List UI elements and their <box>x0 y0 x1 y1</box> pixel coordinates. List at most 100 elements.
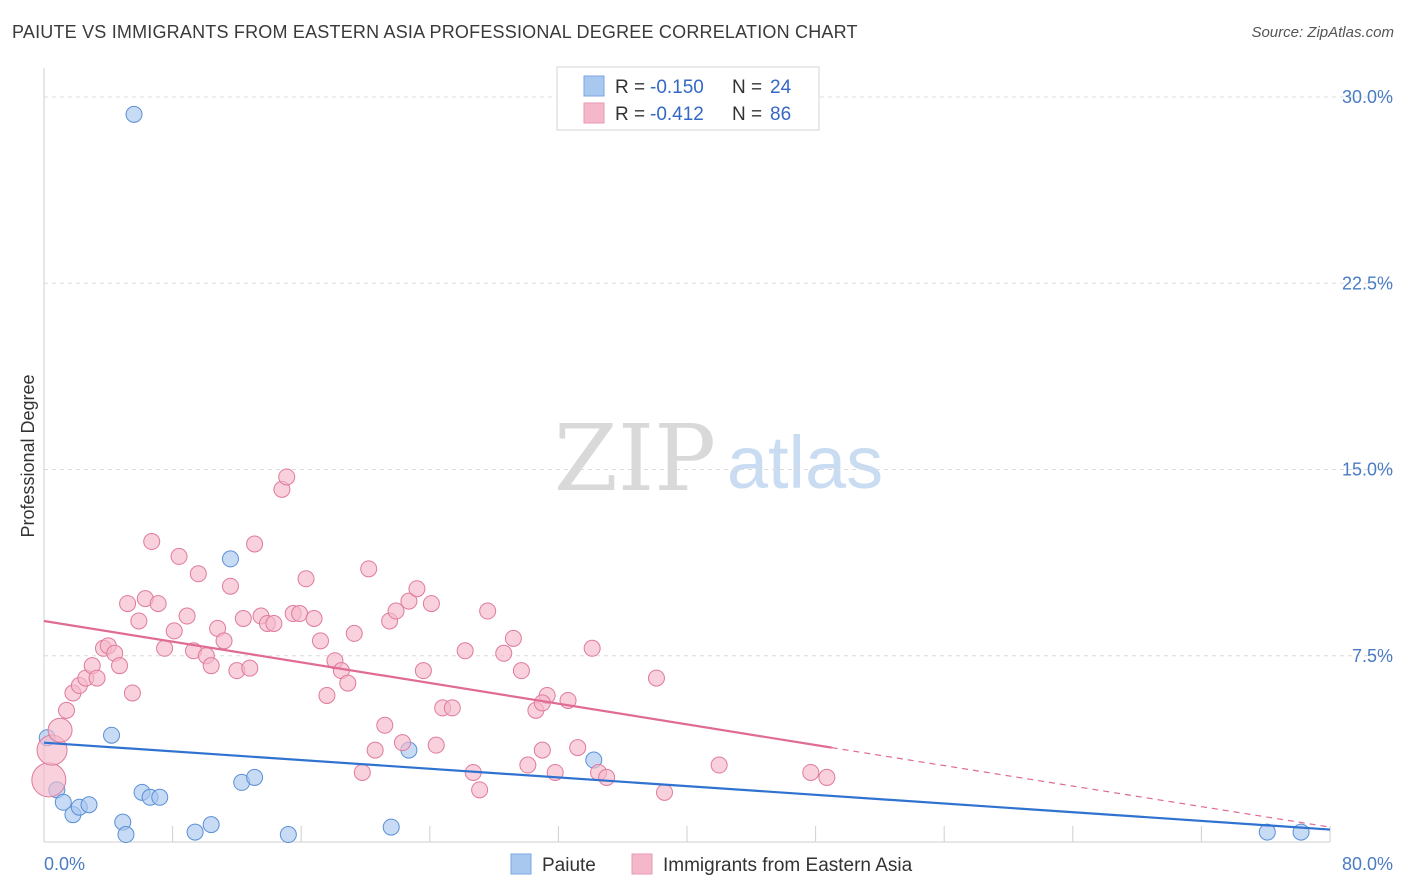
legend-r-label-eastern-asia: R = <box>615 104 645 125</box>
point-eastern-asia <box>311 632 329 650</box>
legend: R = -0.150 N = 24 R = -0.412 N = 86 <box>556 66 820 131</box>
point-eastern-asia <box>178 607 196 625</box>
point-eastern-asia <box>393 734 411 752</box>
legend-r-value-eastern-asia: -0.412 <box>650 104 704 125</box>
point-eastern-asia <box>234 610 252 627</box>
point-paiute <box>54 793 72 811</box>
point-eastern-asia <box>495 644 513 662</box>
point-eastern-asia <box>366 741 384 759</box>
point-eastern-asia <box>456 642 474 660</box>
point-eastern-asia <box>512 662 530 680</box>
legend-r-value-paiute: -0.150 <box>650 77 704 98</box>
point-eastern-asia <box>189 565 207 583</box>
point-eastern-asia <box>360 560 378 578</box>
point-eastern-asia <box>647 669 665 687</box>
point-eastern-asia <box>598 768 616 786</box>
point-eastern-asia <box>305 610 323 627</box>
point-paiute <box>151 788 169 806</box>
watermark-atlas: atlas <box>727 421 883 504</box>
point-eastern-asia <box>802 763 820 781</box>
point-eastern-asia <box>387 602 405 620</box>
legend-n-value-paiute: 24 <box>770 77 792 98</box>
point-eastern-asia <box>710 756 728 774</box>
trend-lines <box>43 619 1331 831</box>
bottom-legend-swatch-paiute <box>510 853 532 875</box>
point-eastern-asia <box>471 781 489 799</box>
point-eastern-asia <box>202 657 220 675</box>
source-label: Source: ZipAtlas.com <box>1251 24 1394 41</box>
point-eastern-asia <box>31 762 67 798</box>
point-eastern-asia <box>88 669 106 687</box>
point-eastern-asia <box>156 639 174 657</box>
point-eastern-asia <box>533 741 551 759</box>
point-eastern-asia <box>318 686 336 704</box>
point-eastern-asia <box>123 684 141 702</box>
point-eastern-asia <box>119 595 137 613</box>
point-eastern-asia <box>414 662 432 680</box>
point-eastern-asia <box>479 602 497 620</box>
y-tick-labels: 7.5% 15.0% 22.5% 30.0% <box>1342 87 1393 666</box>
bottom-legend: Paiute Immigrants from Eastern Asia <box>510 853 913 876</box>
chart-title: PAIUTE VS IMMIGRANTS FROM EASTERN ASIA P… <box>12 22 858 42</box>
point-eastern-asia <box>111 657 129 675</box>
point-eastern-asia <box>170 547 188 565</box>
point-eastern-asia <box>165 622 183 640</box>
point-paiute <box>202 816 220 834</box>
point-eastern-asia <box>422 595 440 613</box>
point-paiute <box>279 826 297 844</box>
point-paiute <box>103 726 121 744</box>
point-eastern-asia <box>143 533 161 551</box>
y-tick-label: 7.5% <box>1352 646 1393 666</box>
point-paiute <box>382 818 400 836</box>
bottom-legend-swatch-eastern-asia <box>631 853 653 875</box>
point-eastern-asia <box>291 605 309 623</box>
point-eastern-asia <box>297 570 315 588</box>
watermark-zip: ZIP <box>554 405 716 512</box>
point-eastern-asia <box>569 739 587 757</box>
trend-line-paiute <box>43 741 1331 831</box>
point-paiute <box>117 826 135 844</box>
legend-n-value-eastern-asia: 86 <box>770 104 791 125</box>
axes <box>43 68 1331 843</box>
point-eastern-asia <box>443 699 461 717</box>
data-points <box>31 105 1310 844</box>
point-eastern-asia <box>265 614 283 632</box>
bottom-legend-label-paiute: Paiute <box>542 855 596 876</box>
point-eastern-asia <box>221 577 239 595</box>
point-paiute <box>80 796 98 814</box>
point-eastern-asia <box>149 595 167 613</box>
y-axis-label: Professional Degree <box>18 374 38 537</box>
point-eastern-asia <box>408 580 426 598</box>
point-eastern-asia <box>130 612 148 630</box>
point-eastern-asia <box>504 629 522 647</box>
point-paiute <box>186 823 204 841</box>
point-eastern-asia <box>519 756 537 774</box>
point-eastern-asia <box>215 632 233 650</box>
point-paiute <box>125 105 143 123</box>
x-tick-label-min: 0.0% <box>44 854 85 874</box>
point-eastern-asia <box>376 716 394 734</box>
point-eastern-asia <box>278 468 296 486</box>
x-tick-label-max: 80.0% <box>1342 854 1393 874</box>
legend-swatch-eastern-asia <box>583 102 605 124</box>
y-tick-label: 22.5% <box>1342 273 1393 293</box>
grid <box>44 96 1393 657</box>
bottom-legend-label-eastern-asia: Immigrants from Eastern Asia <box>663 855 913 876</box>
point-eastern-asia <box>47 717 73 743</box>
point-eastern-asia <box>400 592 418 610</box>
point-eastern-asia <box>583 639 601 657</box>
point-paiute <box>246 768 264 786</box>
point-eastern-asia <box>339 674 357 692</box>
point-eastern-asia <box>345 624 363 642</box>
point-paiute <box>1258 823 1276 841</box>
legend-swatch-paiute <box>583 75 605 97</box>
point-eastern-asia <box>246 535 264 553</box>
legend-r-label-paiute: R = <box>615 77 645 98</box>
point-eastern-asia <box>655 783 673 801</box>
point-eastern-asia <box>58 701 76 719</box>
point-eastern-asia <box>353 763 371 781</box>
point-eastern-asia <box>427 736 445 754</box>
point-paiute <box>221 550 239 568</box>
legend-n-label-paiute: N = <box>732 77 762 98</box>
